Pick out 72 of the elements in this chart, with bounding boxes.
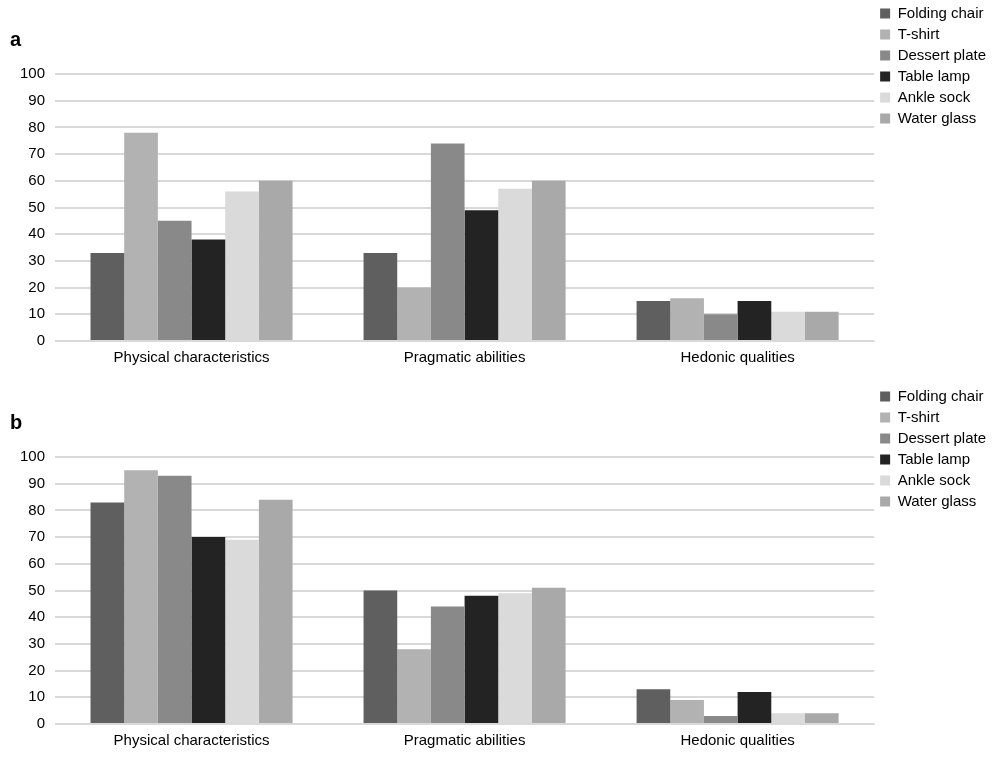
y-tick-label: 50: [28, 580, 46, 598]
legend-label: Folding chair: [897, 386, 984, 404]
bar: [804, 311, 839, 340]
bar: [636, 300, 671, 340]
bar: [363, 590, 398, 723]
y-tick-label: 60: [28, 170, 46, 188]
legend-label: Table lamp: [897, 66, 971, 84]
bar: [124, 132, 158, 340]
bar: [430, 143, 465, 340]
x-tick-label: Pragmatic abilities: [403, 348, 526, 366]
legend-label: T-shirt: [897, 407, 941, 425]
bar: [464, 210, 499, 340]
x-tick-label: Physical characteristics: [113, 731, 270, 749]
y-tick-label: 50: [28, 197, 46, 215]
y-tick-label: 0: [36, 331, 46, 349]
bar: [636, 689, 671, 723]
y-tick-label: 90: [28, 473, 46, 491]
y-tick-label: 20: [28, 277, 46, 295]
x-tick-label: Hedonic qualities: [680, 348, 795, 366]
bar: [90, 252, 125, 340]
bar: [804, 713, 839, 723]
bar: [191, 537, 226, 723]
chart-title: a: [10, 27, 22, 50]
legend-label: Water glass: [897, 491, 977, 509]
bar: [157, 220, 192, 340]
bar: [703, 314, 738, 340]
x-tick-label: Physical characteristics: [113, 348, 270, 366]
bar: [737, 300, 772, 340]
bar: [464, 595, 499, 723]
y-tick-label: 10: [28, 304, 46, 322]
bar: [531, 587, 566, 723]
bar: [363, 252, 398, 340]
y-tick-label: 30: [28, 251, 46, 269]
legend-label: Folding chair: [897, 3, 984, 21]
bar: [157, 475, 192, 723]
y-tick-label: 20: [28, 660, 46, 678]
y-tick-label: 40: [28, 224, 46, 242]
x-tick-label: Pragmatic abilities: [403, 731, 526, 749]
bar: [90, 502, 125, 723]
y-tick-label: 90: [28, 90, 46, 108]
legend-label: Table lamp: [897, 449, 971, 467]
y-tick-label: 70: [28, 527, 46, 545]
y-tick-label: 10: [28, 687, 46, 705]
bar: [397, 287, 431, 340]
chart-title: b: [10, 410, 23, 433]
y-tick-label: 100: [20, 447, 46, 465]
y-tick-label: 60: [28, 553, 46, 571]
bar: [430, 606, 465, 723]
y-tick-label: 0: [36, 714, 46, 732]
legend-label: Ankle sock: [897, 87, 971, 105]
legend-label: Dessert plate: [897, 45, 986, 63]
bar: [258, 499, 293, 723]
legend-label: T-shirt: [897, 24, 941, 42]
y-tick-label: 40: [28, 607, 46, 625]
y-tick-label: 80: [28, 117, 46, 135]
bar: [191, 239, 226, 340]
legend-label: Water glass: [897, 108, 977, 126]
bar: [670, 298, 704, 340]
bar: [124, 470, 158, 723]
y-tick-label: 30: [28, 634, 46, 652]
bar: [737, 691, 772, 723]
bar: [258, 180, 293, 340]
y-tick-label: 100: [20, 64, 46, 82]
x-tick-label: Hedonic qualities: [680, 731, 795, 749]
bar: [397, 649, 431, 723]
legend-label: Dessert plate: [897, 428, 986, 446]
legend-label: Ankle sock: [897, 470, 971, 488]
y-tick-label: 70: [28, 144, 46, 162]
bar: [703, 715, 738, 723]
bar: [531, 180, 566, 340]
bar: [670, 699, 704, 723]
y-tick-label: 80: [28, 500, 46, 518]
